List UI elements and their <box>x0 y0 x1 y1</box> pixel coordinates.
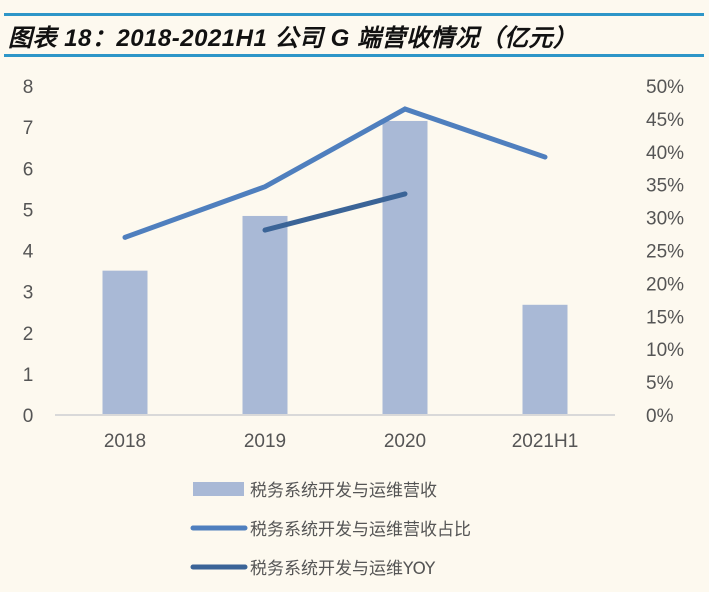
line-series <box>122 106 548 240</box>
legend-label: 税务系统开发与运维YOY <box>250 559 436 579</box>
x-tick-label: 2019 <box>244 431 286 452</box>
left-tick-label: 8 <box>23 77 34 98</box>
x-tick-label: 2021H1 <box>512 431 579 452</box>
left-tick-label: 1 <box>23 365 34 386</box>
bar-2018 <box>102 270 148 415</box>
left-tick-label: 0 <box>23 406 34 427</box>
x-axis-labels: 2018 2019 2020 2021H1 <box>104 431 578 452</box>
x-tick-label: 2018 <box>104 431 146 452</box>
left-tick-label: 5 <box>23 200 34 221</box>
right-tick-label: 15% <box>646 307 684 328</box>
right-tick-label: 0% <box>646 406 674 427</box>
left-y-axis: 0 1 2 3 4 5 6 7 8 <box>23 77 34 427</box>
title-bottom-rule <box>4 54 704 57</box>
bar-2021H1 <box>522 304 568 415</box>
right-tick-label: 10% <box>646 340 684 361</box>
right-tick-label: 35% <box>646 176 684 197</box>
x-tick-label: 2020 <box>384 431 426 452</box>
legend-bar-swatch <box>193 482 244 496</box>
right-tick-label: 25% <box>646 242 684 263</box>
left-tick-label: 6 <box>23 159 34 180</box>
legend-label: 税务系统开发与运维营收占比 <box>250 520 471 540</box>
right-tick-label: 5% <box>646 373 674 394</box>
chart-title: 图表 18：2018-2021H1 公司 G 端营收情况（亿元） <box>8 25 578 52</box>
left-tick-label: 2 <box>23 324 34 345</box>
right-tick-label: 40% <box>646 143 684 164</box>
bar-series-revenue <box>102 120 568 416</box>
left-tick-label: 7 <box>23 118 34 139</box>
right-tick-label: 45% <box>646 110 684 131</box>
bar-2020 <box>382 120 428 416</box>
legend-label: 税务系统开发与运维营收 <box>250 481 437 501</box>
line-share <box>122 106 548 240</box>
right-tick-label: 30% <box>646 209 684 230</box>
line-yoy <box>262 191 408 233</box>
right-y-axis: 0% 5% 10% 15% 20% 25% 30% 35% 40% 45% 50% <box>646 77 684 427</box>
bar-2019 <box>242 215 288 415</box>
left-tick-label: 3 <box>23 283 34 304</box>
title-top-rule <box>4 13 704 16</box>
right-tick-label: 20% <box>646 274 684 295</box>
left-tick-label: 4 <box>23 242 34 263</box>
right-tick-label: 50% <box>646 77 684 98</box>
